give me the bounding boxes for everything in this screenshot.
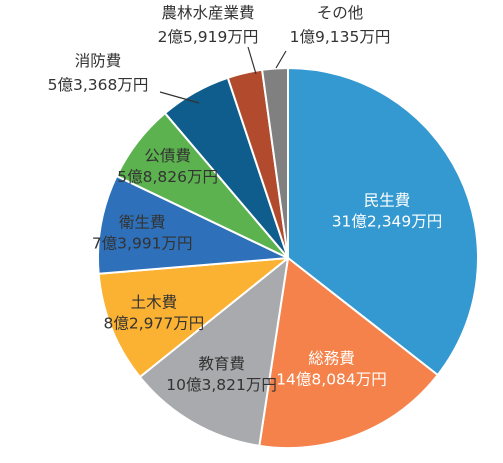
slice-value-4: 8億2,977万円 — [104, 315, 205, 333]
slice-label-9: その他 — [317, 4, 364, 22]
slice-value-7: 5億3,368万円 — [48, 76, 149, 94]
slice-value-2: 14億8,084万円 — [276, 371, 387, 389]
slice-value-1: 31億2,349万円 — [332, 213, 443, 231]
slice-label-4: 土木費 — [131, 294, 178, 312]
slice-label-2: 総務費 — [308, 350, 355, 368]
leader-line-7 — [159, 91, 200, 104]
pie-slice-5 — [97, 175, 289, 275]
slice-value-6: 5億8,826万円 — [117, 168, 218, 186]
leader-line-9 — [275, 50, 287, 69]
slice-label-6: 公債費 — [144, 147, 191, 165]
slice-value-3: 10億3,821万円 — [166, 376, 277, 394]
pie-slice-2 — [258, 257, 439, 449]
slice-label-1: 民生費 — [364, 192, 411, 210]
slice-label-3: 教育費 — [198, 355, 245, 373]
leader-lines — [159, 46, 287, 104]
leader-line-8 — [247, 46, 257, 75]
slice-value-5: 7億3,991万円 — [92, 234, 193, 252]
pie-slices — [97, 67, 480, 449]
slice-value-8: 2億5,919万円 — [158, 28, 259, 46]
slice-label-7: 消防費 — [75, 52, 122, 70]
pie-slice-3 — [138, 257, 289, 447]
pie-slice-1 — [287, 67, 480, 376]
slice-label-8: 農林水産業費 — [161, 4, 254, 22]
slice-value-9: 1億9,135万円 — [290, 28, 391, 46]
slice-label-5: 衛生費 — [119, 213, 166, 231]
pie-slice-4 — [97, 257, 289, 378]
pie-slice-9 — [261, 67, 289, 259]
